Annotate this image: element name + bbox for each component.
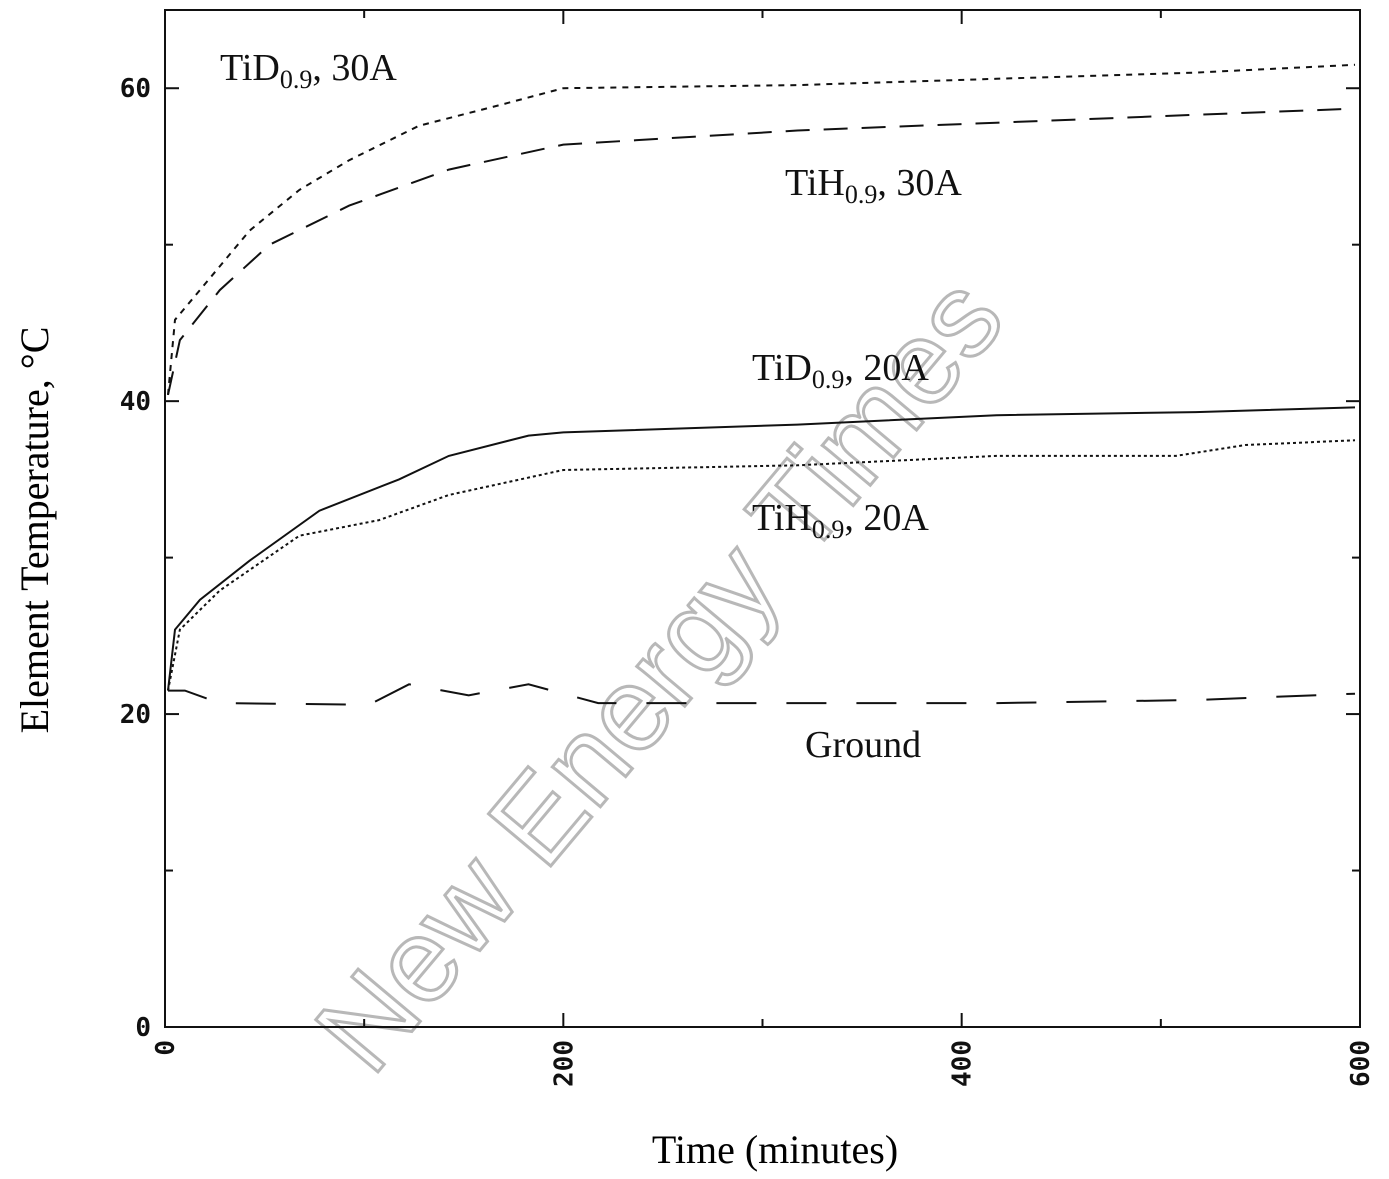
annotation-base: TiH — [785, 162, 845, 204]
y-tick-label: 40 — [120, 387, 151, 417]
series-annotation: TiH0.9, 30A — [785, 162, 962, 209]
data-line — [167, 406, 1356, 691]
annotation-subscript: 0.9 — [845, 180, 878, 209]
data-line — [167, 63, 1356, 395]
annotation-base: TiD — [752, 347, 812, 389]
x-tick-label: 0 — [151, 1040, 181, 1056]
annotation-base: Ground — [805, 724, 921, 766]
annotation-rest: , 30A — [312, 47, 397, 89]
series-annotation: TiH0.9, 20A — [752, 497, 929, 544]
series-annotation: TiD0.9, 30A — [220, 47, 397, 94]
y-tick-label: 20 — [120, 700, 151, 730]
annotation-rest: , 20A — [844, 347, 929, 389]
data-line — [168, 683, 1356, 706]
annotation-base: TiH — [752, 497, 812, 539]
annotation-rest: , 20A — [844, 497, 929, 539]
annotation-base: TiD — [220, 47, 280, 89]
x-tick-label: 200 — [549, 1040, 579, 1087]
data-line — [167, 439, 1356, 691]
y-tick-label: 60 — [120, 74, 151, 104]
data-line — [167, 107, 1356, 396]
annotation-subscript: 0.9 — [812, 365, 845, 394]
annotation-subscript: 0.9 — [812, 515, 845, 544]
annotation-rest: , 30A — [877, 162, 962, 204]
annotation-subscript: 0.9 — [280, 65, 313, 94]
series-annotation: Ground — [805, 724, 921, 766]
x-tick-label: 400 — [948, 1040, 978, 1087]
x-tick-label: 600 — [1346, 1040, 1376, 1087]
y-axis-label: Element Temperature, °C — [12, 327, 57, 734]
series-annotation: TiD0.9, 20A — [752, 347, 929, 394]
x-axis-label: Time (minutes) — [652, 1127, 898, 1172]
y-tick-label: 0 — [135, 1013, 151, 1043]
